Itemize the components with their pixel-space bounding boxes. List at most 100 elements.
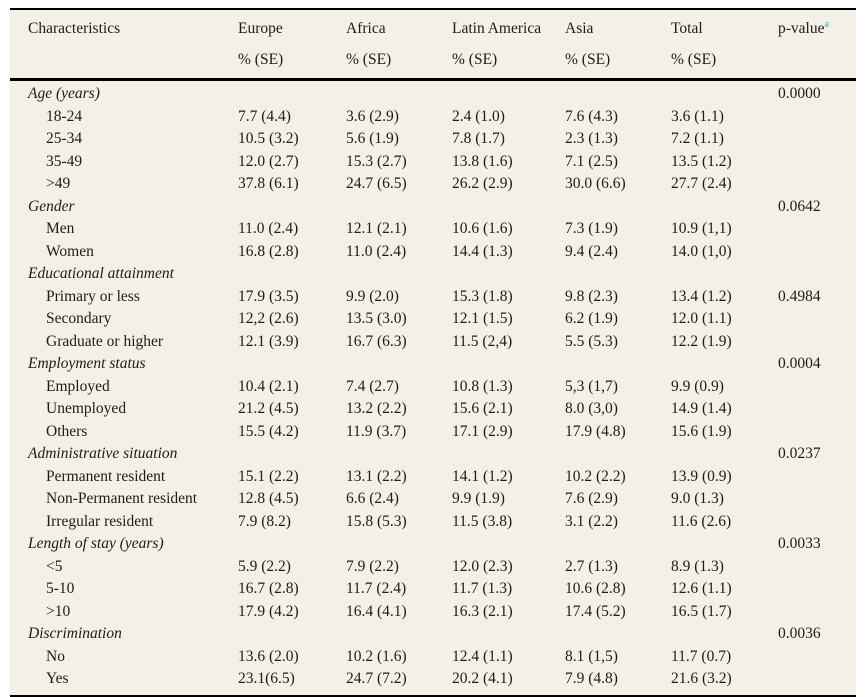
table-row: Non-Permanent resident 12.8 (4.5) 6.6 (2.4… — [10, 488, 856, 511]
row-label: Men — [46, 220, 75, 238]
value-cell: 12.1 (3.9) — [238, 332, 299, 350]
table-row: Irregular resident 7.9 (8.2) 15.8 (5.3) 11.… — [10, 511, 856, 534]
value-cell: 8.1 (1,5) — [565, 647, 618, 665]
row-label: Primary or less — [46, 287, 140, 305]
p-value-cell: 0.0036 — [778, 625, 821, 643]
value-cell: 21.6 (3.2) — [671, 670, 732, 688]
table-row: No 13.6 (2.0) 10.2 (1.6) 12.4 (1.1) 8.1 (1,5… — [10, 646, 856, 669]
row-label: Employed — [46, 377, 110, 395]
value-cell: 5.6 (1.9) — [346, 130, 399, 148]
category-row: Discrimination 0.0036 — [10, 623, 856, 646]
value-cell: 6.6 (2.4) — [346, 490, 399, 508]
value-cell: 3.1 (2.2) — [565, 512, 618, 530]
row-label: >49 — [46, 175, 71, 193]
value-cell: 7.7 (4.4) — [238, 107, 291, 125]
row-label: No — [46, 647, 65, 665]
value-cell: 7.9 (8.2) — [238, 512, 291, 530]
value-cell: 13.2 (2.2) — [346, 400, 407, 418]
table-header: Characteristics Europe % (SE) Africa % (… — [10, 10, 856, 81]
value-cell: 17.1 (2.9) — [452, 422, 513, 440]
row-label: Graduate or higher — [46, 332, 164, 350]
table-row: 5-10 16.7 (2.8) 11.7 (2.4) 11.7 (1.3) 10.6 (… — [10, 578, 856, 601]
value-cell: 16.7 (6.3) — [346, 332, 407, 350]
value-cell: 12.0 (2.7) — [238, 152, 299, 170]
table-row: Unemployed 21.2 (4.5) 13.2 (2.2) 15.6 (2.1)… — [10, 398, 856, 421]
value-cell: 24.7 (7.2) — [346, 670, 407, 688]
p-value-cell: 0.0004 — [778, 355, 821, 373]
p-value-cell: 0.0237 — [778, 445, 821, 463]
value-cell: 11.9 (3.7) — [346, 422, 407, 440]
value-cell: 27.7 (2.4) — [671, 175, 732, 193]
value-cell: 7.1 (2.5) — [565, 152, 618, 170]
value-cell: 9.9 (2.0) — [346, 287, 399, 305]
table-row: Secondary 12,2 (2.6) 13.5 (3.0) 12.1 (1.5) 6… — [10, 308, 856, 331]
statistics-table: Characteristics Europe % (SE) Africa % (… — [10, 8, 856, 697]
category-row: Age (years) 0.0000 — [10, 83, 856, 106]
row-label: Others — [46, 422, 88, 440]
row-label: Irregular resident — [46, 512, 154, 530]
value-cell: 3.6 (1.1) — [671, 107, 724, 125]
table-row: Women 16.8 (2.8) 11.0 (2.4) 14.4 (1.3) 9.4 (… — [10, 241, 856, 264]
column-header-unit: % (SE) — [346, 51, 392, 68]
value-cell: 2.3 (1.3) — [565, 130, 618, 148]
value-cell: 8.0 (3,0) — [565, 400, 618, 418]
row-label: 35-49 — [46, 152, 83, 170]
column-header-p-value: p-valuea — [768, 19, 856, 69]
value-cell: 10.4 (2.1) — [238, 377, 299, 395]
value-cell: 16.7 (2.8) — [238, 580, 299, 598]
row-label: >10 — [46, 602, 71, 620]
value-cell: 10.6 (1.6) — [452, 220, 513, 238]
value-cell: 12.0 (1.1) — [671, 310, 732, 328]
value-cell: 2.4 (1.0) — [452, 107, 505, 125]
value-cell: 15.1 (2.2) — [238, 467, 299, 485]
table-row: >10 17.9 (4.2) 16.4 (4.1) 16.3 (2.1) 17.4 (5… — [10, 601, 856, 624]
value-cell: 10.5 (3.2) — [238, 130, 299, 148]
value-cell: 7.4 (2.7) — [346, 377, 399, 395]
column-header-unit: % (SE) — [238, 51, 284, 68]
row-label: Age (years) — [28, 85, 100, 103]
value-cell: 13.5 (3.0) — [346, 310, 407, 328]
row-label: Discrimination — [28, 625, 122, 643]
value-cell: 7.3 (1.9) — [565, 220, 618, 238]
row-label: Administrative situation — [28, 445, 178, 463]
row-label: Non-Permanent resident — [46, 490, 198, 508]
value-cell: 11.0 (2.4) — [346, 242, 407, 260]
value-cell: 13.4 (1.2) — [671, 287, 732, 305]
column-header-characteristics: Characteristics — [10, 20, 228, 69]
column-header-unit: % (SE) — [565, 51, 611, 68]
column-header-latin-america: Latin America % (SE) — [442, 20, 555, 69]
table-row: <5 5.9 (2.2) 7.9 (2.2) 12.0 (2.3) 2.7 (1.3) 8… — [10, 556, 856, 579]
value-cell: 13.6 (2.0) — [238, 647, 299, 665]
row-label: Women — [46, 242, 94, 260]
value-cell: 11.5 (2,4) — [452, 332, 513, 350]
value-cell: 13.1 (2.2) — [346, 467, 407, 485]
row-label: 18-24 — [46, 107, 83, 125]
column-header-label: Total — [671, 20, 703, 37]
row-label: Educational attainment — [28, 265, 174, 283]
row-label: Length of stay (years) — [28, 535, 164, 553]
value-cell: 13.9 (0.9) — [671, 467, 732, 485]
value-cell: 9.0 (1.3) — [671, 490, 724, 508]
value-cell: 12.0 (2.3) — [452, 557, 513, 575]
value-cell: 15.6 (2.1) — [452, 400, 513, 418]
value-cell: 20.2 (4.1) — [452, 670, 513, 688]
value-cell: 16.5 (1.7) — [671, 602, 732, 620]
column-header-label: Asia — [565, 20, 594, 37]
table-row: Graduate or higher 12.1 (3.9) 16.7 (6.3) 11… — [10, 331, 856, 354]
value-cell: 14.4 (1.3) — [452, 242, 513, 260]
column-header-label: Characteristics — [28, 20, 121, 37]
value-cell: 8.9 (1.3) — [671, 557, 724, 575]
value-cell: 14.9 (1.4) — [671, 400, 732, 418]
row-label: <5 — [46, 557, 63, 575]
value-cell: 5,3 (1,7) — [565, 377, 618, 395]
value-cell: 10.8 (1.3) — [452, 377, 513, 395]
table-row: Yes 23.1(6.5) 24.7 (7.2) 20.2 (4.1) 7.9 (4.8… — [10, 668, 856, 691]
value-cell: 12.1 (2.1) — [346, 220, 407, 238]
value-cell: 37.8 (6.1) — [238, 175, 299, 193]
value-cell: 12.4 (1.1) — [452, 647, 513, 665]
value-cell: 11.7 (0.7) — [671, 647, 732, 665]
table-row: Permanent resident 15.1 (2.2) 13.1 (2.2) 14… — [10, 466, 856, 489]
value-cell: 10.9 (1,1) — [671, 220, 732, 238]
value-cell: 23.1(6.5) — [238, 670, 295, 688]
value-cell: 12.6 (1.1) — [671, 580, 732, 598]
